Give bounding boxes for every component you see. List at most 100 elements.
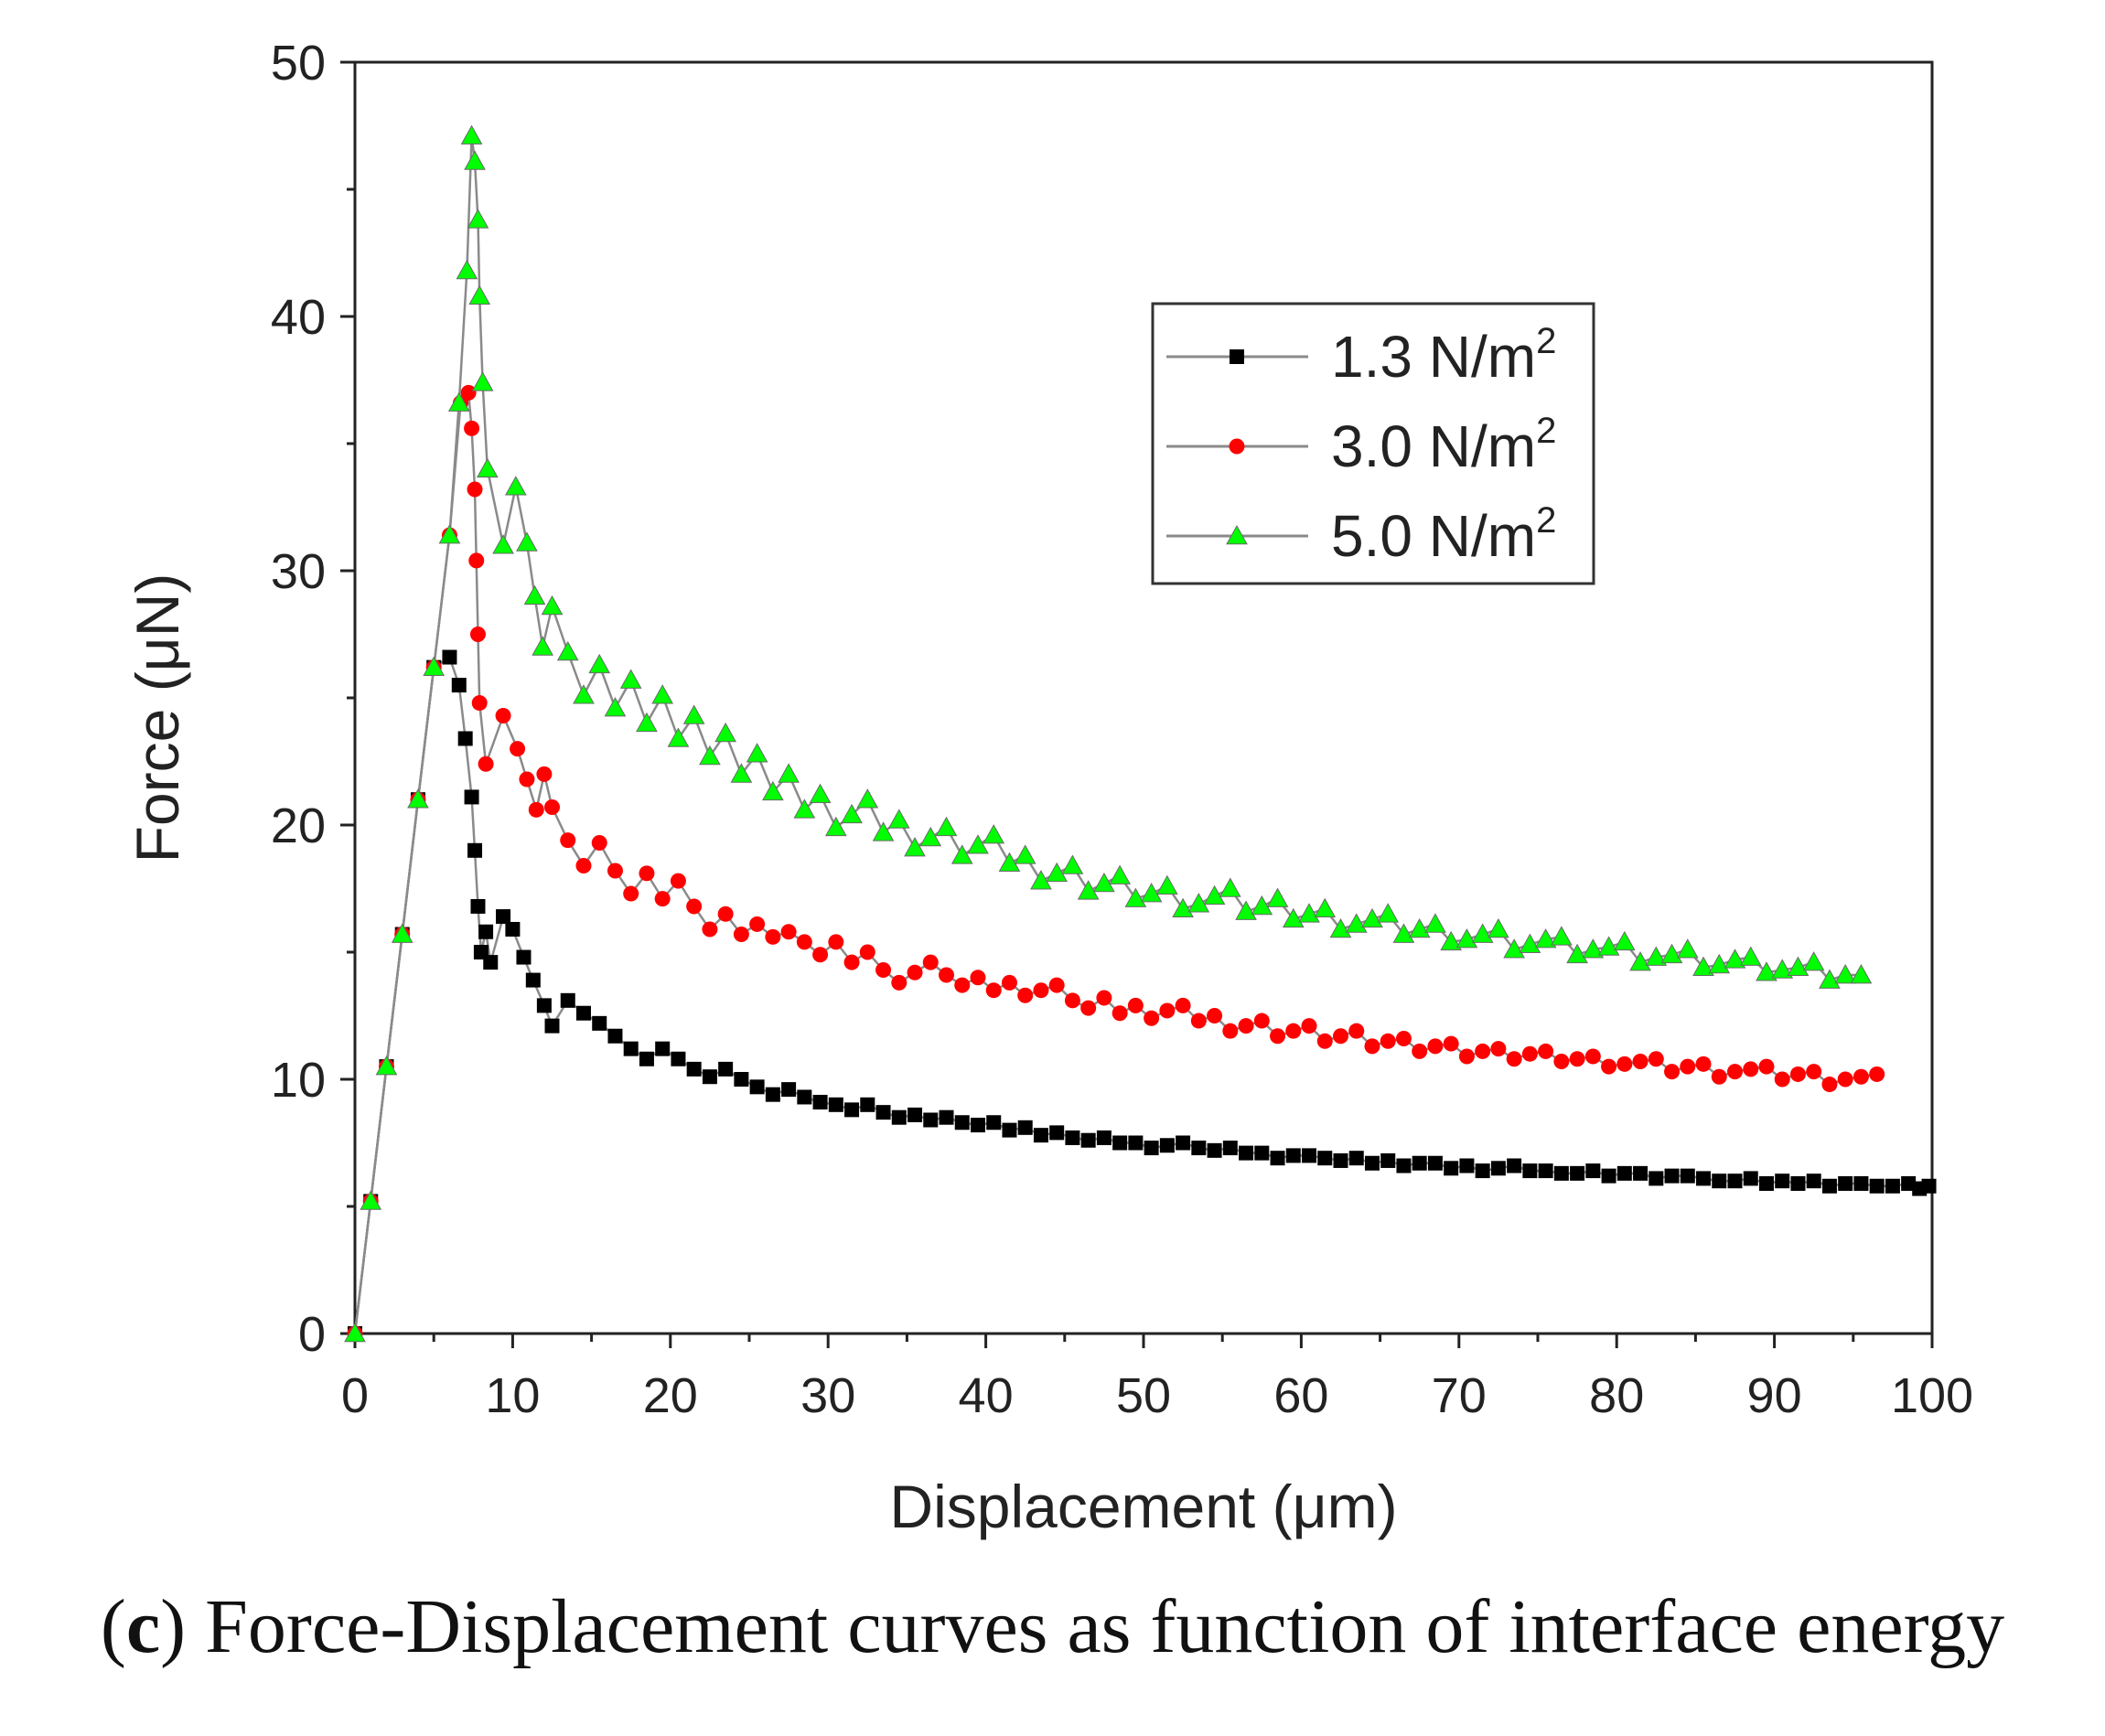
- data-point: [1298, 903, 1320, 923]
- data-point: [1629, 951, 1651, 971]
- data-point: [983, 824, 1005, 844]
- data-point: [954, 977, 971, 993]
- legend-marker: [1230, 349, 1244, 364]
- data-point: [809, 783, 832, 803]
- data-point: [1660, 943, 1683, 964]
- data-point: [573, 684, 595, 704]
- data-point: [1396, 1158, 1412, 1173]
- data-point: [344, 1322, 366, 1343]
- data-point: [1096, 1130, 1112, 1145]
- data-point: [1649, 1171, 1664, 1186]
- legend-label: 5.0 N/m2: [1331, 500, 1556, 569]
- data-point: [1156, 874, 1178, 895]
- data-point: [451, 678, 467, 693]
- data-point: [793, 798, 816, 819]
- data-point: [505, 921, 521, 937]
- data-point: [1395, 1031, 1412, 1047]
- legend-entry: 5.0 N/m2: [1166, 500, 1556, 569]
- data-point: [908, 1107, 923, 1122]
- data-point: [1582, 938, 1605, 959]
- y-tick-label: 30: [271, 544, 326, 599]
- data-point: [607, 1028, 623, 1044]
- data-point: [1316, 1033, 1333, 1049]
- data-point: [935, 816, 958, 837]
- data-point: [1633, 1165, 1649, 1181]
- data-point: [1806, 1173, 1821, 1189]
- x-tick-label: 30: [800, 1368, 855, 1423]
- data-point: [1834, 963, 1857, 984]
- data-point: [1522, 1163, 1538, 1179]
- y-tick-label: 50: [271, 36, 326, 91]
- data-point: [556, 640, 579, 661]
- caption-text: ) Force-Displacement curves as function …: [160, 1584, 2005, 1669]
- data-point: [1459, 1158, 1475, 1173]
- data-point: [1285, 1023, 1302, 1039]
- data-point: [922, 954, 939, 970]
- data-point: [797, 1089, 812, 1105]
- data-point: [375, 1056, 398, 1076]
- data-point: [1475, 1163, 1490, 1179]
- data-point: [651, 684, 674, 704]
- data-point: [1789, 1066, 1806, 1082]
- data-point: [467, 842, 483, 858]
- data-point: [733, 927, 749, 943]
- data-point: [1821, 1077, 1838, 1093]
- legend-marker: [1226, 524, 1248, 545]
- data-point: [1616, 1056, 1633, 1072]
- data-point: [1144, 1010, 1160, 1026]
- data-point: [746, 743, 768, 763]
- data-point: [478, 924, 494, 939]
- data-point: [765, 1087, 780, 1102]
- data-point: [536, 766, 553, 782]
- data-point: [1711, 1068, 1727, 1085]
- data-point: [1144, 1141, 1159, 1156]
- data-point: [887, 809, 910, 829]
- legend-label: 3.0 N/m2: [1331, 411, 1556, 479]
- x-tick-label: 90: [1747, 1368, 1802, 1423]
- data-point: [519, 771, 535, 788]
- data-point: [859, 944, 875, 960]
- data-point: [1061, 854, 1084, 874]
- data-point: [967, 834, 989, 854]
- data-point: [812, 947, 829, 963]
- series-line: [353, 135, 1862, 1334]
- data-point: [464, 150, 486, 170]
- data-point: [1519, 933, 1541, 953]
- data-point: [1080, 1132, 1096, 1148]
- data-point: [780, 924, 797, 940]
- y-tick-label: 0: [298, 1307, 326, 1362]
- plot-frame: [353, 60, 1934, 1335]
- data-point: [1235, 900, 1257, 920]
- legend-label-superscript: 2: [1536, 321, 1556, 361]
- data-point: [1758, 1175, 1774, 1191]
- data-point: [1048, 977, 1065, 993]
- data-point: [1159, 1138, 1175, 1153]
- data-point: [1282, 907, 1305, 928]
- data-point: [998, 852, 1021, 872]
- data-point: [670, 873, 686, 889]
- data-point: [1775, 1173, 1790, 1189]
- data-point: [636, 712, 658, 733]
- data-point: [1712, 1173, 1727, 1189]
- data-point: [1176, 1135, 1191, 1151]
- y-tick-label: 10: [271, 1053, 326, 1108]
- data-point: [1708, 953, 1731, 974]
- data-point: [460, 124, 483, 145]
- data-point: [1601, 1058, 1617, 1075]
- data-point: [496, 909, 511, 925]
- data-point: [1187, 893, 1210, 913]
- data-point: [460, 384, 477, 401]
- x-axis-title: Displacement (μm): [889, 1473, 1397, 1540]
- data-point: [796, 934, 812, 950]
- data-point: [623, 1041, 639, 1056]
- data-point: [588, 653, 611, 674]
- data-point: [939, 1109, 954, 1125]
- data-point: [1869, 1066, 1885, 1082]
- data-point: [682, 704, 705, 724]
- data-point: [1112, 1005, 1128, 1022]
- data-point: [560, 992, 575, 1008]
- data-point: [1724, 948, 1746, 969]
- data-point: [1771, 959, 1794, 979]
- data-point: [734, 1072, 749, 1087]
- x-tick-label: 10: [485, 1368, 540, 1423]
